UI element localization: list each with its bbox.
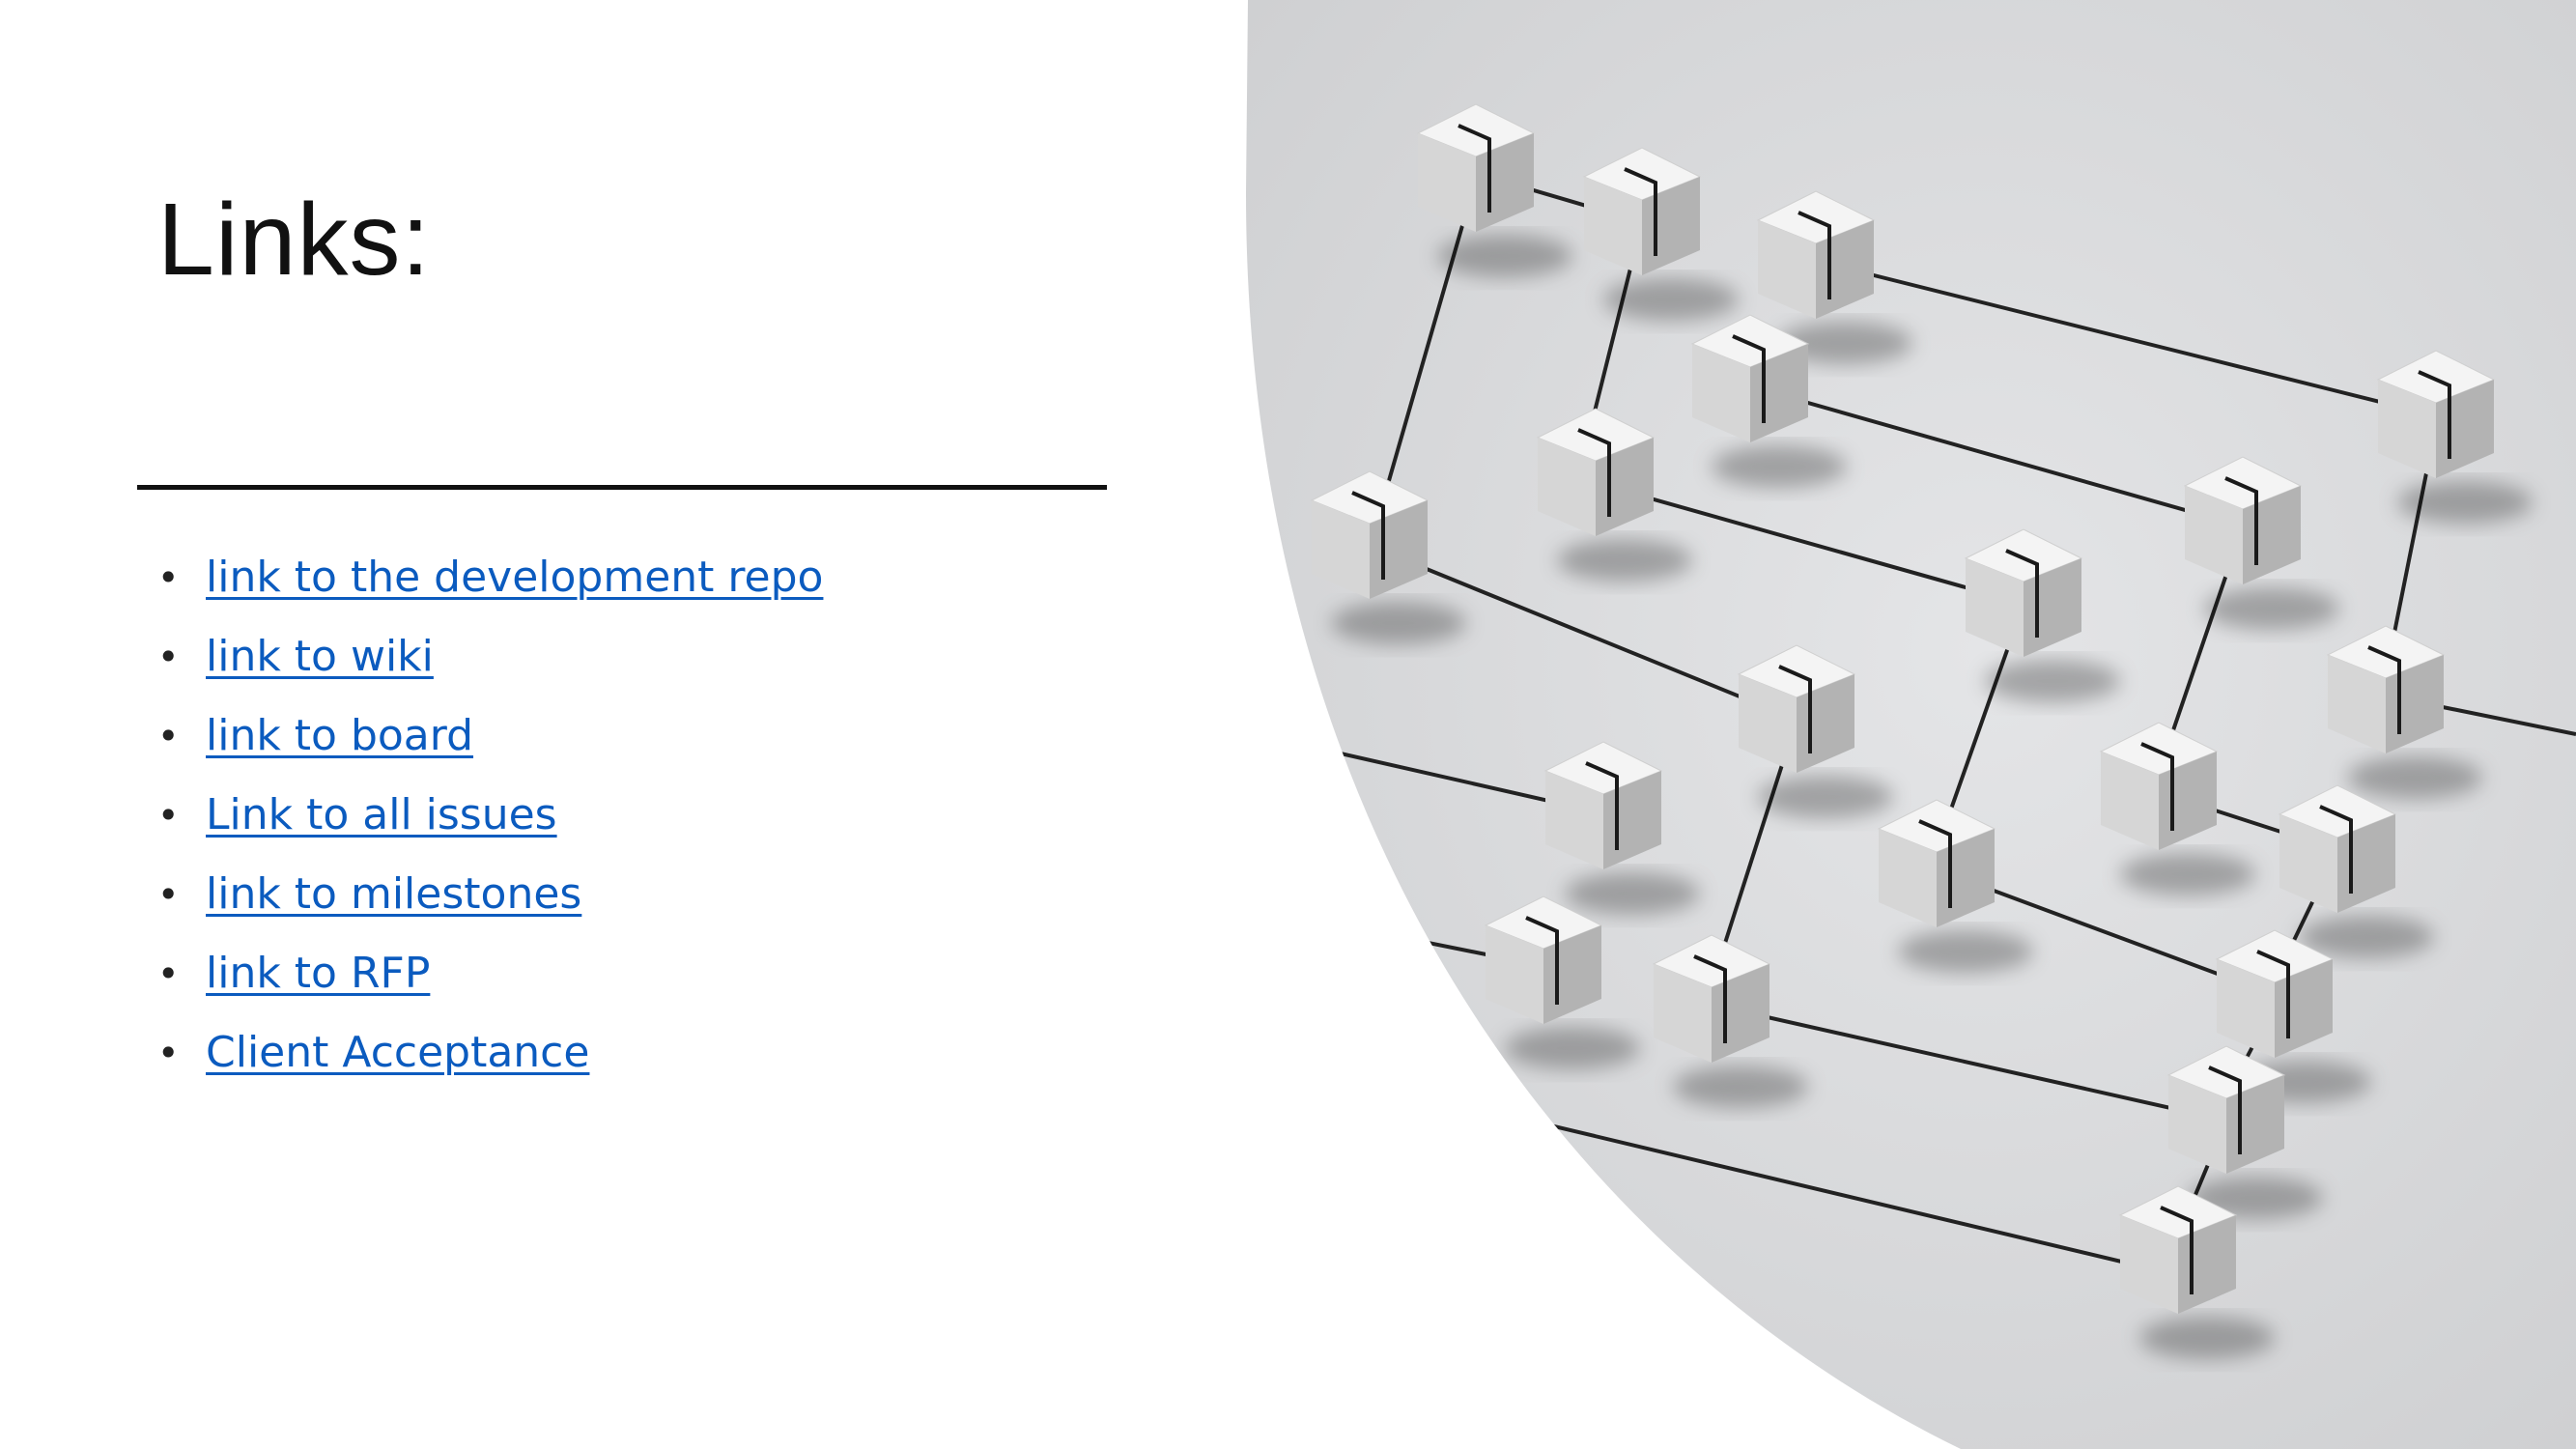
cube <box>1416 103 1536 232</box>
cube-shadow <box>2120 853 2255 895</box>
cube-shadow <box>1758 776 1893 818</box>
link-milestones[interactable]: link to milestones <box>206 869 582 919</box>
bullet-icon: • <box>157 556 180 599</box>
cube-shadow <box>2347 756 2482 799</box>
link-wiki[interactable]: link to wiki <box>206 632 434 681</box>
cube <box>2099 722 2219 850</box>
bullet-icon: • <box>157 794 180 837</box>
connector-line <box>1711 1003 2227 1122</box>
bullet-icon: • <box>157 1032 180 1074</box>
cube-shadow <box>1565 872 1700 915</box>
cube-shadow <box>1673 1065 1808 1108</box>
link-rfp[interactable]: link to RFP <box>206 949 431 998</box>
connector-line <box>1595 481 2024 606</box>
cube <box>2118 1185 2238 1314</box>
cube-grid <box>1310 103 2496 1314</box>
cube <box>1582 147 1702 275</box>
cube <box>1310 470 1430 599</box>
cube <box>2215 929 2335 1058</box>
cube <box>2326 625 2446 753</box>
cube-shadow <box>1985 660 2120 702</box>
title-divider <box>137 485 1107 490</box>
cube <box>1964 528 2083 657</box>
bullet-icon: • <box>157 873 180 916</box>
bullet-icon: • <box>157 715 180 757</box>
cube-shadow <box>1603 278 1739 321</box>
cube <box>1536 408 1656 536</box>
cube <box>1877 799 1996 927</box>
cube-shadow <box>1777 322 1912 364</box>
cube-shadow <box>1712 445 1847 488</box>
cube-shadow <box>1437 235 1572 277</box>
cube-shadow <box>2204 587 2339 630</box>
link-board[interactable]: link to board <box>206 711 474 760</box>
cube <box>2278 784 2397 913</box>
cube <box>1484 895 1603 1024</box>
connector-line <box>1815 259 2435 417</box>
connector-line <box>1369 544 1798 722</box>
cube <box>1652 934 1771 1063</box>
cube <box>1737 644 1856 773</box>
connector-line <box>1448 1099 2179 1277</box>
cube-shadows <box>1331 235 2533 1359</box>
cube <box>2166 1045 2286 1174</box>
link-all-issues[interactable]: Link to all issues <box>206 790 557 839</box>
cube <box>2183 456 2303 584</box>
bullet-icon: • <box>157 636 180 678</box>
cube <box>2376 350 2496 478</box>
connector-line <box>1749 384 2244 528</box>
cube-shadow <box>1505 1027 1640 1069</box>
bullet-icon: • <box>157 952 180 995</box>
cube-shadow <box>2397 481 2533 524</box>
cube <box>1756 190 1876 319</box>
cube-shadow <box>2299 916 2434 958</box>
page-title: Links: <box>157 183 431 297</box>
cube-shadow <box>1331 602 1466 644</box>
link-client-acceptance[interactable]: Client Acceptance <box>206 1028 590 1077</box>
cube-shadow <box>1898 930 2033 973</box>
cube-shadow <box>2139 1317 2275 1359</box>
link-development-repo[interactable]: link to the development repo <box>206 553 824 602</box>
cube-shadow <box>1557 539 1692 582</box>
image-panel <box>1246 0 2576 1449</box>
cube <box>1543 741 1663 869</box>
cube <box>1690 314 1810 442</box>
